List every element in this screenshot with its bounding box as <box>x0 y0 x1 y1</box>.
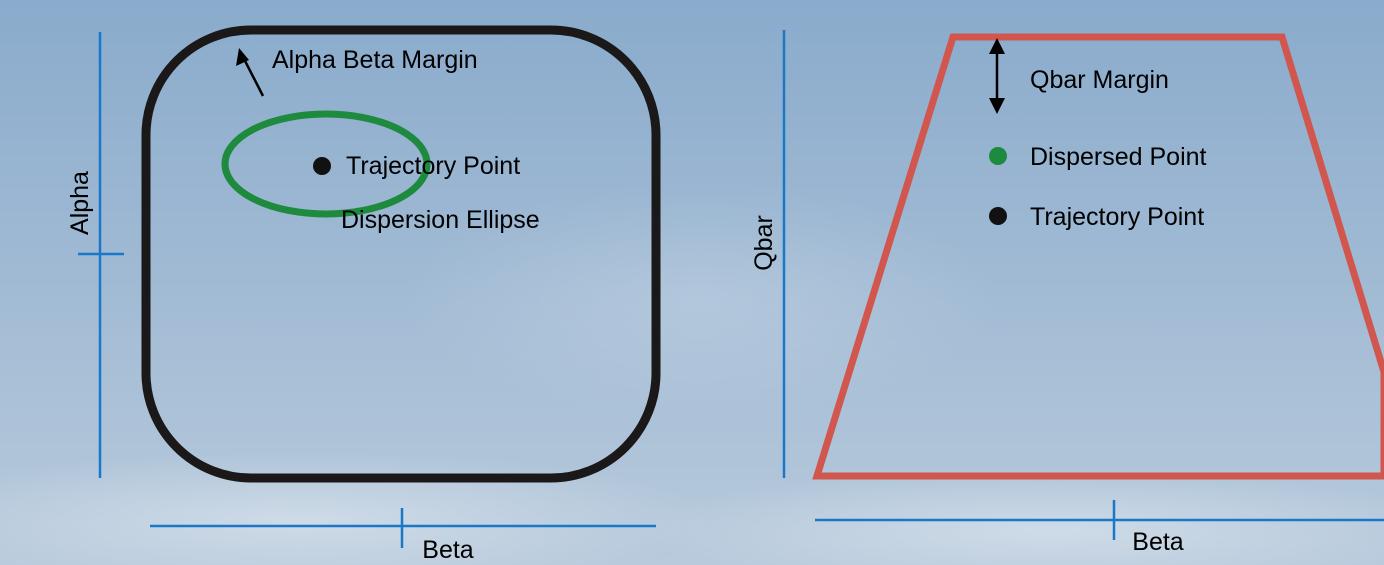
right-x-axis-label: Beta <box>1132 528 1184 556</box>
qbar-margin-arrow-head-down <box>989 98 1005 114</box>
left-trajectory-label: Trajectory Point <box>346 152 520 180</box>
qbar-boundary <box>812 33 1384 480</box>
right-trajectory-point <box>989 207 1007 225</box>
right-trajectory-label: Trajectory Point <box>1030 203 1204 231</box>
qbar-margin-label: Qbar Margin <box>1030 66 1169 94</box>
right-y-axis-label: Qbar <box>750 215 778 271</box>
left-panel: Alpha Beta Margin Trajectory Point Dispe… <box>66 25 661 564</box>
margin-arrow <box>240 54 265 97</box>
dispersion-ellipse <box>221 110 431 218</box>
left-x-axis-label: Beta <box>422 536 474 564</box>
alpha-beta-margin-label: Alpha Beta Margin <box>272 46 478 74</box>
qbar-margin-arrow-head-up <box>989 38 1005 54</box>
dispersed-point-label: Dispersed Point <box>1030 143 1207 171</box>
dispersion-ellipse-label: Dispersion Ellipse <box>341 206 540 234</box>
right-panel: Qbar Margin Dispersed Point Trajectory P… <box>750 30 1384 556</box>
dispersed-point <box>989 147 1007 165</box>
margin-arrow-head <box>236 48 249 66</box>
left-y-axis-label: Alpha <box>66 171 94 235</box>
cloud-haze <box>630 470 1384 565</box>
alpha-beta-boundary <box>141 25 661 483</box>
trajectory-point <box>313 157 331 175</box>
